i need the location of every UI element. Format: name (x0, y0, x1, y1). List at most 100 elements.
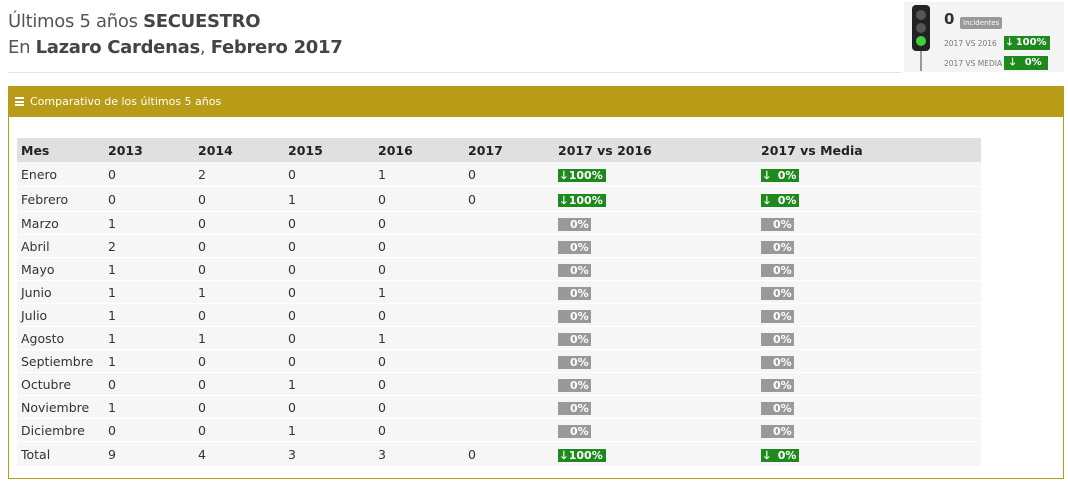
incident-count: 0 (944, 10, 955, 28)
arrow-down-icon: 🡓 (764, 448, 770, 462)
table-cell: 0% (554, 326, 757, 350)
percent-value: 0% (777, 168, 797, 182)
percent-value: 0% (773, 401, 792, 415)
table-cell: 1 (104, 211, 194, 235)
table-cell: 0% (554, 234, 757, 258)
table-cell: 4 (194, 441, 284, 467)
table-cell: 1 (374, 162, 464, 187)
red-light (916, 10, 926, 20)
percent-value: 0% (773, 217, 792, 231)
vs-prev-value: 100% (1015, 37, 1047, 48)
table-cell: 0 (284, 303, 374, 327)
neutral-badge: 0% (558, 263, 591, 277)
table-cell: 0% (757, 372, 981, 396)
table-cell: 0 (374, 418, 464, 442)
table-row: Septiembre 1 0 0 0 0% 0% (17, 349, 981, 373)
percent-value: 0% (773, 309, 792, 323)
table-cell: 3 (284, 441, 374, 467)
percent-value: 0% (570, 401, 589, 415)
neutral-badge: 0% (558, 378, 591, 392)
percent-value: 0% (570, 263, 589, 277)
period-name: Febrero 2017 (210, 37, 343, 58)
table-row: Diciembre 0 0 1 0 0% 0% (17, 418, 981, 442)
table-cell: 0 (104, 418, 194, 442)
table-cell: Enero (17, 162, 104, 187)
neutral-badge: 0% (761, 378, 794, 392)
table-row: Noviembre 1 0 0 0 0% 0% (17, 395, 981, 419)
table-cell: 0% (757, 303, 981, 327)
percent-value: 0% (570, 240, 589, 254)
percent-value: 0% (773, 286, 792, 300)
bars-icon (15, 97, 24, 106)
percent-value: 0% (570, 332, 589, 346)
table-row: Mayo 1 0 0 0 0% 0% (17, 257, 981, 281)
table-cell: 1 (104, 280, 194, 304)
table-cell: 3 (374, 441, 464, 467)
table-cell: 1 (284, 372, 374, 396)
table-cell: 0 (194, 418, 284, 442)
table-cell: 0 (464, 441, 554, 467)
table-cell: Julio (17, 303, 104, 327)
neutral-badge: 0% (761, 263, 794, 277)
vs-prev-label: 2017 VS 2016 (944, 39, 997, 48)
table-cell: 0 (104, 372, 194, 396)
table-cell: 0 (194, 257, 284, 281)
percent-value: 100% (568, 448, 603, 462)
arrow-down-icon: 🡓 (1007, 37, 1013, 48)
vs-prev-badge: 🡓 100% (1004, 36, 1050, 50)
percent-value: 0% (773, 332, 792, 346)
page-subtitle: En Lazaro Cardenas, Febrero 2017 (8, 37, 343, 58)
table-cell: 0 (374, 211, 464, 235)
table-cell: Octubre (17, 372, 104, 396)
table-cell: 🡓 100% (554, 186, 757, 212)
neutral-badge: 0% (761, 332, 794, 346)
col-header: 2017 vs 2016 (554, 138, 757, 162)
table-cell: 1 (104, 349, 194, 373)
table-cell: Marzo (17, 211, 104, 235)
table-cell: 0% (554, 418, 757, 442)
arrow-down-icon: 🡓 (561, 168, 567, 182)
subtitle-separator: , (199, 37, 211, 58)
table-cell: 0% (757, 234, 981, 258)
table-row: Octubre 0 0 1 0 0% 0% (17, 372, 981, 396)
table-cell: Mayo (17, 257, 104, 281)
col-header: 2017 vs Media (757, 138, 981, 162)
table-cell: 0 (194, 349, 284, 373)
table-cell: Febrero (17, 186, 104, 212)
table-cell: 0 (194, 211, 284, 235)
table-cell: 0 (284, 326, 374, 350)
table-cell: 1 (104, 326, 194, 350)
comparison-table: Mes 2013 2014 2015 2016 2017 2017 vs 201… (17, 138, 981, 467)
table-cell: 🡓 0% (757, 162, 981, 187)
table-cell (464, 372, 554, 396)
comparison-panel: Comparativo de los últimos 5 años Mes 20… (8, 86, 1064, 479)
table-row: Febrero 0 0 1 0 0 🡓 100% 🡓 0% (17, 186, 981, 212)
table-header-row: Mes 2013 2014 2015 2016 2017 2017 vs 201… (17, 138, 981, 162)
col-header: 2014 (194, 138, 284, 162)
percent-value: 0% (570, 378, 589, 392)
table-cell: Junio (17, 280, 104, 304)
arrow-down-icon: 🡓 (561, 448, 567, 462)
percent-value: 0% (777, 448, 797, 462)
table-cell: 0 (194, 395, 284, 419)
percent-value: 0% (773, 424, 792, 438)
decrease-badge: 🡓 0% (761, 448, 800, 462)
table-cell: 0% (757, 326, 981, 350)
vs-media-value: 0% (1024, 57, 1042, 68)
table-cell: Septiembre (17, 349, 104, 373)
table-cell: 0 (374, 186, 464, 212)
table-cell: 1 (374, 326, 464, 350)
col-header: Mes (17, 138, 104, 162)
table-cell: 0% (554, 257, 757, 281)
neutral-badge: 0% (761, 401, 794, 415)
table-cell: Diciembre (17, 418, 104, 442)
percent-value: 0% (570, 309, 589, 323)
table-cell: 0 (284, 211, 374, 235)
col-header: 2016 (374, 138, 464, 162)
neutral-badge: 0% (558, 401, 591, 415)
neutral-badge: 0% (761, 240, 794, 254)
table-cell: 🡓 0% (757, 441, 981, 467)
decrease-badge: 🡓 100% (558, 193, 606, 207)
table-cell: 0 (464, 162, 554, 187)
neutral-badge: 0% (558, 217, 591, 231)
